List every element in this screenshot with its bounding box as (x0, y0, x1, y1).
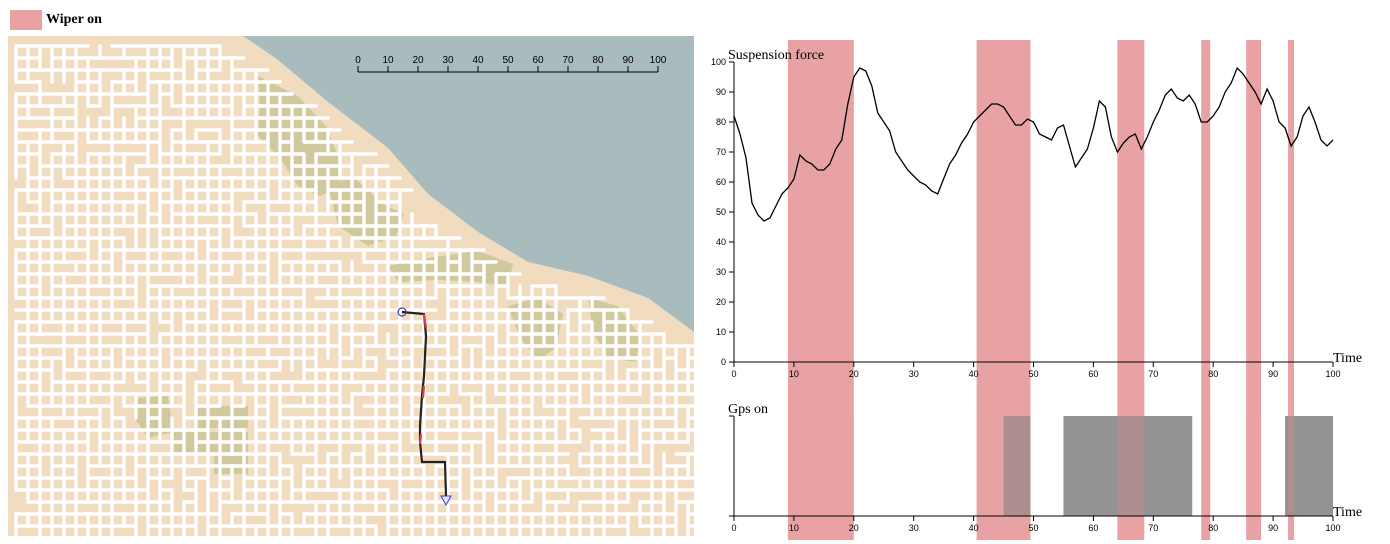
wiper-on-band-overlay (787, 416, 854, 516)
wiper-on-band (1246, 40, 1262, 540)
city-map[interactable]: 0 10 20 30 40 50 60 70 80 90 100 (8, 36, 694, 536)
x-tick-label: 20 (849, 523, 859, 533)
y-tick-label: 80 (716, 117, 726, 127)
map-shore (240, 36, 694, 346)
y-tick-label: 50 (716, 207, 726, 217)
route-wiper-segment (422, 313, 428, 329)
x-tick-label: 10 (789, 369, 799, 379)
scale-bar: 0 10 20 30 40 50 60 70 80 90 100 (355, 55, 667, 73)
map-canvas[interactable]: 0 10 20 30 40 50 60 70 80 90 100 (8, 36, 694, 536)
y-tick-label: 10 (716, 327, 726, 337)
scale-bar-tick-label: 60 (532, 55, 544, 66)
gps-bars (787, 416, 1333, 516)
map-water (243, 36, 694, 332)
x-tick-label: 70 (1148, 369, 1158, 379)
gps-on-bar (1003, 416, 1031, 516)
charts-panel: 0 10 20 30 40 50 60 70 80 90 100 0 10 20 30 40 50 60 70 80 9… (700, 0, 1390, 540)
x-tick-label: 100 (1325, 523, 1340, 533)
legend-label: Wiper on (46, 12, 102, 27)
route (401, 310, 448, 497)
y-tick-label: 100 (711, 57, 726, 67)
x-tick-label: 50 (1028, 369, 1038, 379)
x-tick-label: 40 (969, 523, 979, 533)
x-tick-label: 30 (909, 523, 919, 533)
wiper-shading (787, 40, 1295, 540)
route-start-marker[interactable] (397, 307, 407, 317)
x-tick-label: 30 (909, 369, 919, 379)
scale-bar-tick-label: 20 (412, 55, 424, 66)
legend-swatch (10, 10, 42, 30)
x-tick-label: 80 (1208, 369, 1218, 379)
y-tick-label: 90 (716, 87, 726, 97)
scale-bar-tick-label: 70 (562, 55, 574, 66)
x-tick-label: 100 (1325, 369, 1340, 379)
x-tick-label: 40 (969, 369, 979, 379)
scale-bar-tick-label: 10 (382, 55, 394, 66)
x-tick-label: 0 (731, 369, 736, 379)
x-tick-label: 90 (1268, 369, 1278, 379)
scale-bar-tick-label: 0 (355, 55, 361, 66)
wiper-on-band-overlay (1288, 416, 1295, 516)
gps-on-bar (1063, 416, 1193, 516)
x-tick-label: 10 (789, 523, 799, 533)
scale-bar-tick-label: 50 (502, 55, 514, 66)
wiper-on-band (1201, 40, 1211, 540)
scale-bar-tick-label: 30 (442, 55, 454, 66)
map-roads (14, 44, 694, 536)
legend: Wiper on (10, 10, 102, 30)
x-tick-label: 80 (1208, 523, 1218, 533)
route-end-arrow[interactable] (440, 495, 452, 507)
y-tick-label: 70 (716, 147, 726, 157)
route-wiper-segment (421, 385, 426, 399)
y-tick-label: 40 (716, 237, 726, 247)
y-tick-label: 60 (716, 177, 726, 187)
chart-title-suspension: Suspension force (728, 48, 824, 63)
chart-xlabel-suspension: Time (1333, 351, 1362, 366)
wiper-on-band-overlay (1201, 416, 1211, 516)
y-tick-label: 20 (716, 297, 726, 307)
chart-title-gps: Gps on (728, 402, 768, 417)
park-area (388, 251, 513, 286)
x-tick-label: 60 (1088, 369, 1098, 379)
park-area (328, 176, 404, 246)
y-tick-label: 30 (716, 267, 726, 277)
x-tick-label: 70 (1148, 523, 1158, 533)
x-tick-label: 20 (849, 369, 859, 379)
route-wiper-segment (418, 433, 423, 445)
suspension-line (733, 66, 1334, 222)
y-tick-label: 0 (721, 357, 726, 367)
scale-bar-tick-label: 40 (472, 55, 484, 66)
x-tick-label: 50 (1028, 523, 1038, 533)
gps-on-bar (1285, 416, 1333, 516)
wiper-on-band-overlay (1246, 416, 1262, 516)
scale-bar-tick-label: 80 (592, 55, 604, 66)
wiper-on-band-overlay (1117, 416, 1145, 516)
chart-xlabel-gps: Time (1333, 505, 1362, 520)
scale-bar-tick-label: 100 (650, 55, 667, 66)
street-grid (14, 44, 694, 536)
x-tick-label: 0 (731, 523, 736, 533)
suspension-force-line (733, 66, 1334, 222)
x-tick-label: 60 (1088, 523, 1098, 533)
wiper-on-band (787, 40, 854, 540)
wiper-on-band-overlay (976, 416, 1031, 516)
scale-bar-tick-label: 90 (622, 55, 634, 66)
wiper-on-band (1288, 40, 1295, 540)
x-tick-label: 90 (1268, 523, 1278, 533)
